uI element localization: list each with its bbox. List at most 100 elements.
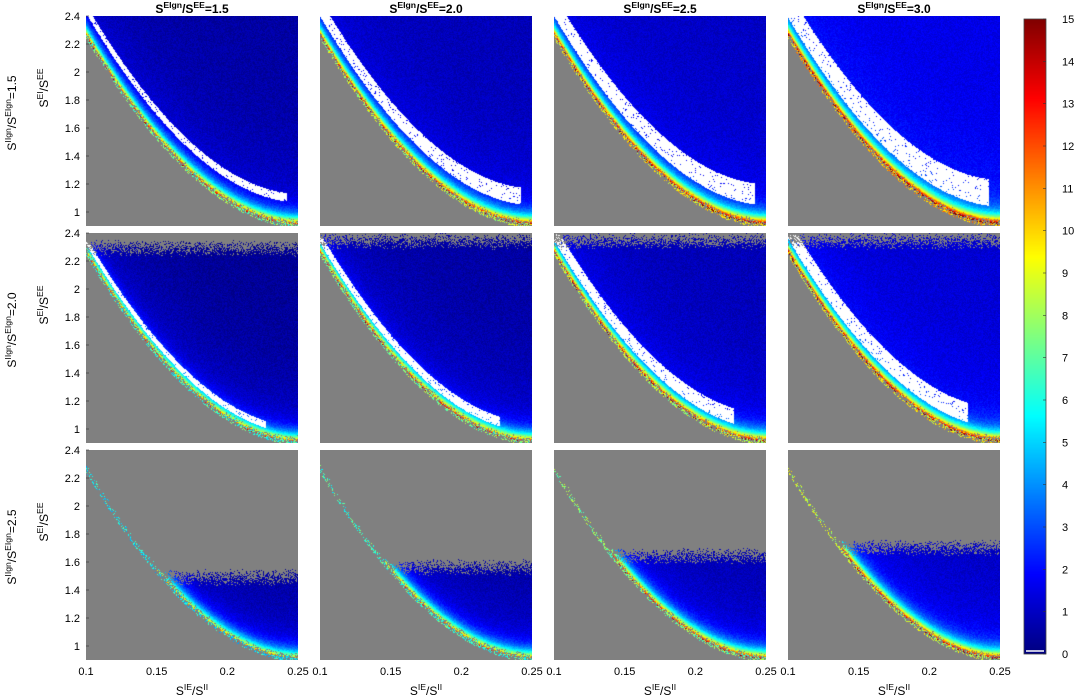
x-tick-label: 0.1 <box>78 666 93 678</box>
colorbar-tick-label: 8 <box>1062 310 1068 322</box>
heatmap-cells <box>554 450 766 660</box>
heatmap-cells <box>554 16 766 226</box>
colorbar-tick-label: 12 <box>1062 141 1074 153</box>
x-tick-label: 0.25 <box>755 666 776 678</box>
heatmap-panel <box>86 233 298 443</box>
x-tick-label: 0.15 <box>380 666 401 678</box>
heatmap-panel <box>788 450 1000 660</box>
y-tick-label: 2.4 <box>65 11 80 23</box>
y-tick-label: 2 <box>74 67 80 79</box>
colorbar-tick-label: 5 <box>1062 437 1068 449</box>
colorbar-tick-label: 1 <box>1062 607 1068 619</box>
colorbar-tick-label: 10 <box>1062 226 1074 238</box>
x-tick-label: 0.1 <box>780 666 795 678</box>
heatmap-cells <box>320 16 532 226</box>
x-axis-label: SIE/SII <box>878 682 910 695</box>
heatmap-cells <box>86 16 298 226</box>
heatmap-panel <box>554 450 766 660</box>
y-tick-label: 2.2 <box>65 256 80 268</box>
y-axis-label: SEI/SEE <box>35 502 51 541</box>
x-tick-label: 0.2 <box>688 666 703 678</box>
y-tick-label: 1.2 <box>65 613 80 625</box>
x-axis-label: SIE/SII <box>410 682 442 695</box>
heatmap-cells <box>788 16 1000 226</box>
column-title: SEIgn/SEE=2.0 <box>389 0 463 16</box>
colorbar-tick-label: 11 <box>1062 183 1073 195</box>
y-tick-label: 1.4 <box>65 151 80 163</box>
heatmap-panel <box>320 233 532 443</box>
x-tick-label: 0.2 <box>454 666 469 678</box>
panels-layer <box>86 16 1000 660</box>
y-tick-label: 2.2 <box>65 473 80 485</box>
y-tick-label: 2 <box>74 501 80 513</box>
y-tick-label: 1.6 <box>65 557 80 569</box>
colorbar-gradient <box>1024 19 1046 654</box>
y-tick-label: 1.4 <box>65 368 80 380</box>
y-tick-label: 2.2 <box>65 39 80 51</box>
x-tick-label: 0.15 <box>848 666 869 678</box>
x-tick-label: 0.2 <box>220 666 235 678</box>
row-label: SIIgn/SEIgn=2.5 <box>3 509 19 585</box>
y-tick-label: 1 <box>74 424 80 436</box>
x-axis-label: SIE/SII <box>176 682 208 695</box>
y-tick-label: 1 <box>74 207 80 219</box>
x-tick-label: 0.15 <box>146 666 167 678</box>
y-tick-label: 2 <box>74 284 80 296</box>
colorbar-tick-label: 15 <box>1062 14 1074 26</box>
row-label: SIIgn/SEIgn=2.0 <box>3 292 19 368</box>
heatmap-cells <box>86 233 298 443</box>
heatmap-cells <box>320 450 532 660</box>
y-tick-label: 1.2 <box>65 179 80 191</box>
x-axis-label: SIE/SII <box>644 682 676 695</box>
y-tick-label: 1.8 <box>65 529 80 541</box>
colorbar-tick-label: 14 <box>1062 56 1074 68</box>
y-tick-label: 1.6 <box>65 123 80 135</box>
column-title: SEIgn/SEE=1.5 <box>155 0 229 16</box>
colorbar-tick-label: 7 <box>1062 353 1068 365</box>
x-tick-label: 0.2 <box>922 666 937 678</box>
row-label: SIIgn/SEIgn=1.5 <box>3 75 19 151</box>
heatmap-panel <box>86 450 298 660</box>
x-tick-label: 0.25 <box>521 666 542 678</box>
colorbar-tick-label: 13 <box>1062 99 1074 111</box>
x-tick-label: 0.25 <box>287 666 308 678</box>
heatmap-cells <box>788 233 1000 443</box>
column-titles: SEIgn/SEE=1.5 SEIgn/SEE=2.0 SEIgn/SEE=2.5 S… <box>155 0 931 16</box>
column-title: SEIgn/SEE=2.5 <box>623 0 697 16</box>
heatmap-panel <box>86 16 298 226</box>
y-axis-label: SEI/SEE <box>35 68 51 107</box>
heatmap-cells <box>320 233 532 443</box>
y-axis-label: SEI/SEE <box>35 285 51 324</box>
heatmap-panel <box>554 233 766 443</box>
heatmap-panel <box>788 16 1000 226</box>
heatmap-cells <box>554 233 766 443</box>
colorbar-frame <box>1023 18 1047 655</box>
heatmap-panel <box>788 233 1000 443</box>
axis-ticks-layer: 1 1.2 1.4 1.6 1.8 2 2.2 2.4 1 1.2 1.4 1.6 1.8 2 2.2 2.4… <box>65 11 1011 695</box>
y-tick-label: 1.4 <box>65 585 80 597</box>
x-tick-label: 0.1 <box>546 666 561 678</box>
y-tick-label: 1.8 <box>65 95 80 107</box>
heatmap-panel <box>554 16 766 226</box>
y-tick-label: 1.2 <box>65 396 80 408</box>
colorbar-tick-label: 0 <box>1062 649 1068 661</box>
x-tick-label: 0.15 <box>614 666 635 678</box>
heatmap-cells <box>788 450 1000 660</box>
row-labels: SIIgn/SEIgn=1.5 SEI/SEE SIIgn/SEIgn=2.0 SEI… <box>3 68 51 584</box>
y-tick-label: 1.8 <box>65 312 80 324</box>
colorbar-tick-label: 4 <box>1062 480 1068 492</box>
y-tick-label: 2.4 <box>65 445 80 457</box>
colorbar-tick-label: 2 <box>1062 564 1068 576</box>
y-tick-label: 1.6 <box>65 340 80 352</box>
y-tick-label: 2.4 <box>65 228 80 240</box>
y-tick-label: 1 <box>74 641 80 653</box>
colorbar-tick-label: 6 <box>1062 395 1068 407</box>
heatmap-panel <box>320 450 532 660</box>
column-title: SEIgn/SEE=3.0 <box>857 0 931 16</box>
colorbar-tick-label: 9 <box>1062 268 1068 280</box>
heatmap-panel <box>320 16 532 226</box>
colorbar-tick-label: 3 <box>1062 522 1068 534</box>
heatmap-cells <box>86 450 298 660</box>
